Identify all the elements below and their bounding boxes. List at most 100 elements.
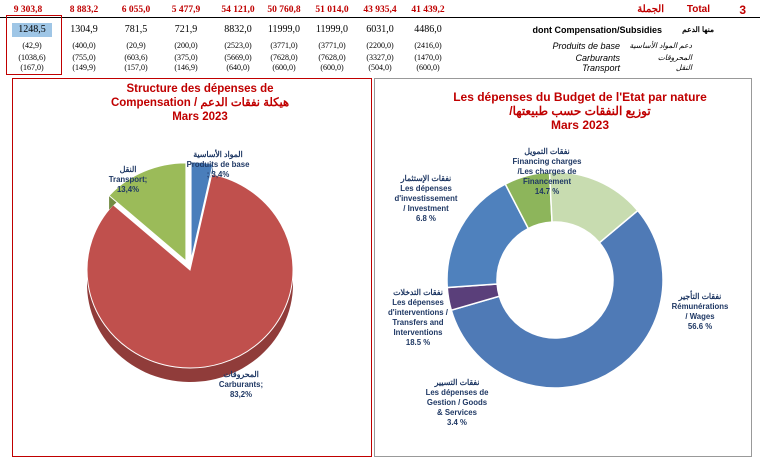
table-cell: (640,0) xyxy=(226,63,250,72)
label-ar: نفقات التدخلات xyxy=(393,288,443,297)
label-line: Interventions xyxy=(393,328,443,337)
label-line: /Les charges de xyxy=(517,167,577,176)
label-financing: نفقات التمويل Financing charges /Les cha… xyxy=(506,147,588,197)
table-cell: (600,0) xyxy=(272,63,296,72)
table-cell: 50 760,8 xyxy=(267,5,301,15)
label-pct: 6.8 % xyxy=(416,214,436,223)
row-label-ar: دعم المواد الأساسية xyxy=(629,41,692,50)
table-cell: 781,5 xyxy=(124,24,148,35)
table-cell: 4486,0 xyxy=(414,24,442,35)
table-cell: (1038,6) xyxy=(18,53,46,62)
label-ar: نفقات التمويل xyxy=(524,147,570,156)
title-line: Mars 2023 xyxy=(550,118,610,132)
label-pct: 18.5 % xyxy=(405,338,431,347)
table-cell: (375,0) xyxy=(174,53,198,62)
title-line: /توزيع النفقات حسب طبيعتها xyxy=(509,104,651,118)
table-cell: 5 477,9 xyxy=(171,5,201,15)
row-label: Produits de base xyxy=(552,41,620,51)
row-label: Carburants xyxy=(575,53,620,63)
label-gestion: نفقات التسيير Les dépenses de Gestion / … xyxy=(412,378,502,428)
pie-slice-produits-de-base xyxy=(190,161,214,261)
label-ar: النقل xyxy=(119,165,137,174)
table-cell: 6 055,0 xyxy=(121,5,151,15)
chart-panel-left xyxy=(12,78,372,457)
label-ar: المحروقات xyxy=(223,370,259,379)
title-line: Mars 2023 xyxy=(172,111,228,123)
total-label-ar: الجملة xyxy=(637,4,664,15)
pie-slice-carburants xyxy=(86,173,294,369)
label-ar: نفقات التأجير xyxy=(678,292,722,301)
pie-slice-transport xyxy=(108,162,187,262)
table-cell: 43 935,4 xyxy=(363,5,397,15)
label-wages: نفقات التأجير Rémunérations / Wages 56.6… xyxy=(660,292,740,332)
table-cell: (600,0) xyxy=(320,63,344,72)
table-cell: (20,9) xyxy=(126,41,146,50)
table-cell: 51 014,0 xyxy=(315,5,349,15)
table-cell: 9 303,8 xyxy=(13,5,43,15)
label-pct: 56.6 % xyxy=(687,322,713,331)
table-cell: 11999,0 xyxy=(315,24,349,35)
total-row: 9 303,8 8 883,2 6 055,0 5 477,9 54 121,0… xyxy=(0,3,760,17)
table-cell: (157,0) xyxy=(124,63,148,72)
label-pct: ; 3,4% xyxy=(206,170,230,179)
label-pct: 83,2% xyxy=(229,390,253,399)
table-cell: 721,9 xyxy=(174,24,198,35)
left-chart-title: Structure des dépenses de Compensation /… xyxy=(80,82,320,124)
table-row: 1248,5 1304,9 781,5 721,9 8832,0 11999,0… xyxy=(0,23,760,37)
label-produits: المواد الأساسية Produits de base ; 3,4% xyxy=(178,150,258,180)
total-label: Total xyxy=(686,4,710,15)
table-cell: (504,0) xyxy=(368,63,392,72)
table-cell: (5669,0) xyxy=(224,53,252,62)
table-cell: (2523,0) xyxy=(224,41,252,50)
table-cell: (2200,0) xyxy=(366,41,394,50)
label-line: d'investissement xyxy=(394,194,458,203)
table-cell: (7628,0) xyxy=(270,53,298,62)
table-row: (167,0) (149,9) (157,0) (146,9) (640,0) … xyxy=(0,61,760,75)
table-cell: (600,0) xyxy=(416,63,440,72)
divider xyxy=(0,17,760,18)
selected-cell[interactable]: 1248,5 xyxy=(12,23,52,37)
label-fr: Carburants; xyxy=(218,380,264,389)
chart-panel-right xyxy=(374,78,752,457)
label-line: Transfers and xyxy=(392,318,444,327)
table-cell: (2416,0) xyxy=(414,41,442,50)
label-pct: 13,4% xyxy=(116,185,140,194)
label-pct: 3.4 % xyxy=(447,418,467,427)
label-line: & Services xyxy=(437,408,477,417)
table-cell: (167,0) xyxy=(20,63,44,72)
label-carburants: المحروقات Carburants; 83,2% xyxy=(206,370,276,400)
table-cell: 11999,0 xyxy=(267,24,301,35)
table-cell: (755,0) xyxy=(72,53,96,62)
table-cell: (1470,0) xyxy=(414,53,442,62)
table-cell: (7628,0) xyxy=(318,53,346,62)
right-chart-title: Les dépenses du Budget de l'Etat par nat… xyxy=(430,90,730,132)
label-line: Gestion / Goods xyxy=(426,398,488,407)
label-ar: نفقات التسيير xyxy=(434,378,480,387)
table-cell: (200,0) xyxy=(174,41,198,50)
table-cell: (3771,0) xyxy=(270,41,298,50)
label-ar: نفقات الإستثمار xyxy=(400,174,452,183)
label-fr: Transport; xyxy=(108,175,148,184)
label-ar: المواد الأساسية xyxy=(193,150,243,159)
table-cell: (3327,0) xyxy=(366,53,394,62)
title-line: Compensation / هيكلة نفقات الدعم xyxy=(110,97,290,109)
title-line: Structure des dépenses de xyxy=(126,83,274,95)
title-line: Les dépenses du Budget de l'Etat par nat… xyxy=(453,90,707,104)
label-line: Financement xyxy=(522,177,572,186)
row-label: Transport xyxy=(582,63,620,73)
table-cell: (146,9) xyxy=(174,63,198,72)
table-cell: (603,6) xyxy=(124,53,148,62)
label-transport: النقل Transport; 13,4% xyxy=(98,165,158,195)
table-cell: 1304,9 xyxy=(70,24,98,35)
label-line: Financing charges xyxy=(512,157,582,166)
label-fr: Produits de base xyxy=(186,160,250,169)
table-cell: 41 439,2 xyxy=(411,5,445,15)
label-line: Les dépenses xyxy=(400,184,452,193)
table-row: (1038,6) (755,0) (603,6) (375,0) (5669,0… xyxy=(0,51,760,65)
label-line: Les dépenses de xyxy=(425,388,489,397)
table-cell: 54 121,0 xyxy=(221,5,255,15)
row-number: 3 xyxy=(739,3,746,17)
label-line: / Investment xyxy=(403,204,449,213)
label-pct: 14.7 % xyxy=(534,187,560,196)
